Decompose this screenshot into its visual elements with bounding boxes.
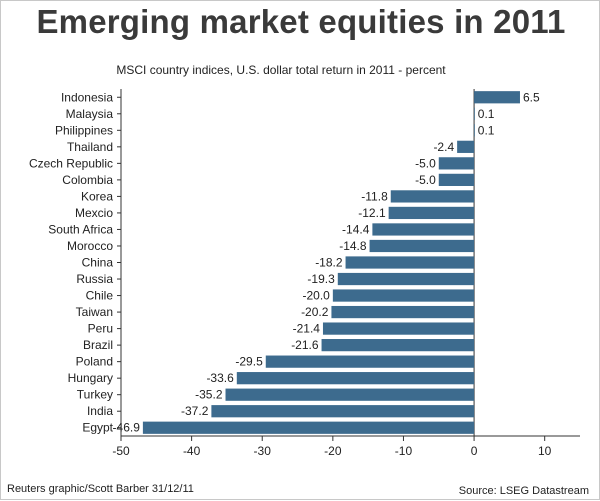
value-label: -35.2 xyxy=(195,388,223,402)
category-label: Poland xyxy=(76,355,113,369)
bar xyxy=(142,421,475,434)
chart-subtitle: MSCI country indices, U.S. dollar total … xyxy=(116,63,446,77)
value-label: -46.9 xyxy=(113,421,141,435)
bar xyxy=(372,223,475,236)
bar xyxy=(322,322,475,335)
category-label: China xyxy=(82,256,114,270)
category-label: Philippines xyxy=(55,123,113,137)
category-label: Turkey xyxy=(77,388,113,402)
bar xyxy=(332,289,475,302)
x-tick-label: 10 xyxy=(538,444,552,458)
category-label: Egypt xyxy=(82,421,113,435)
x-tick-label: -50 xyxy=(112,444,130,458)
bar xyxy=(369,239,475,253)
bar xyxy=(236,372,475,385)
category-label: Hungary xyxy=(68,371,113,385)
x-tick-label: 0 xyxy=(471,444,478,458)
bar xyxy=(211,405,475,418)
bar xyxy=(388,206,475,220)
source-text: Source: LSEG Datastream xyxy=(458,485,589,497)
value-label: -21.4 xyxy=(293,322,321,336)
bar xyxy=(321,339,475,352)
value-label: -12.1 xyxy=(358,206,386,220)
x-tick-label: -40 xyxy=(183,444,201,458)
value-label: -29.5 xyxy=(235,355,263,369)
value-label: -11.8 xyxy=(361,189,388,203)
category-label: Russia xyxy=(76,272,113,286)
chart-title: Emerging market equities in 2011 xyxy=(36,3,566,40)
value-label: -37.2 xyxy=(181,404,209,418)
category-label: South Africa xyxy=(48,222,113,236)
bar xyxy=(345,256,475,269)
value-label: -20.2 xyxy=(301,305,329,319)
value-label: -2.4 xyxy=(433,140,454,154)
bar xyxy=(474,107,475,120)
value-label: -19.3 xyxy=(307,272,335,286)
bar xyxy=(438,173,475,186)
category-label: Mexcio xyxy=(75,206,113,220)
value-label: -33.6 xyxy=(206,371,234,385)
bar xyxy=(390,190,475,203)
category-label: Indonesia xyxy=(61,90,113,104)
bar xyxy=(331,305,475,319)
bar xyxy=(438,157,475,170)
value-label: -5.0 xyxy=(415,173,436,187)
value-label: -14.4 xyxy=(342,222,370,236)
x-tick-label: -10 xyxy=(395,444,413,458)
bar xyxy=(457,140,475,153)
bar xyxy=(337,272,475,286)
category-label: India xyxy=(87,404,113,418)
category-label: Malaysia xyxy=(66,107,114,121)
value-label: -14.8 xyxy=(339,239,367,253)
category-label: Brazil xyxy=(83,338,113,352)
category-label: Chile xyxy=(86,289,114,303)
value-label: 0.1 xyxy=(478,107,495,121)
category-label: Thailand xyxy=(67,140,113,154)
value-label: -20.0 xyxy=(302,289,330,303)
category-label: Morocco xyxy=(67,239,113,253)
category-label: Czech Republic xyxy=(29,156,113,170)
credit-text: Reuters graphic/Scott Barber 31/12/11 xyxy=(7,483,194,495)
x-tick-label: -20 xyxy=(324,444,342,458)
category-label: Korea xyxy=(81,189,113,203)
bar xyxy=(265,355,475,368)
bar xyxy=(474,124,475,137)
category-label: Taiwan xyxy=(76,305,113,319)
value-label: 0.1 xyxy=(478,123,495,137)
value-label: -5.0 xyxy=(415,156,436,170)
value-label: -18.2 xyxy=(315,256,343,270)
category-label: Peru xyxy=(88,322,113,336)
bar xyxy=(474,91,520,104)
category-label: Colombia xyxy=(62,173,113,187)
value-label: 6.5 xyxy=(523,90,540,104)
value-label: -21.6 xyxy=(291,338,319,352)
bar xyxy=(225,388,475,401)
x-tick-label: -30 xyxy=(254,444,272,458)
